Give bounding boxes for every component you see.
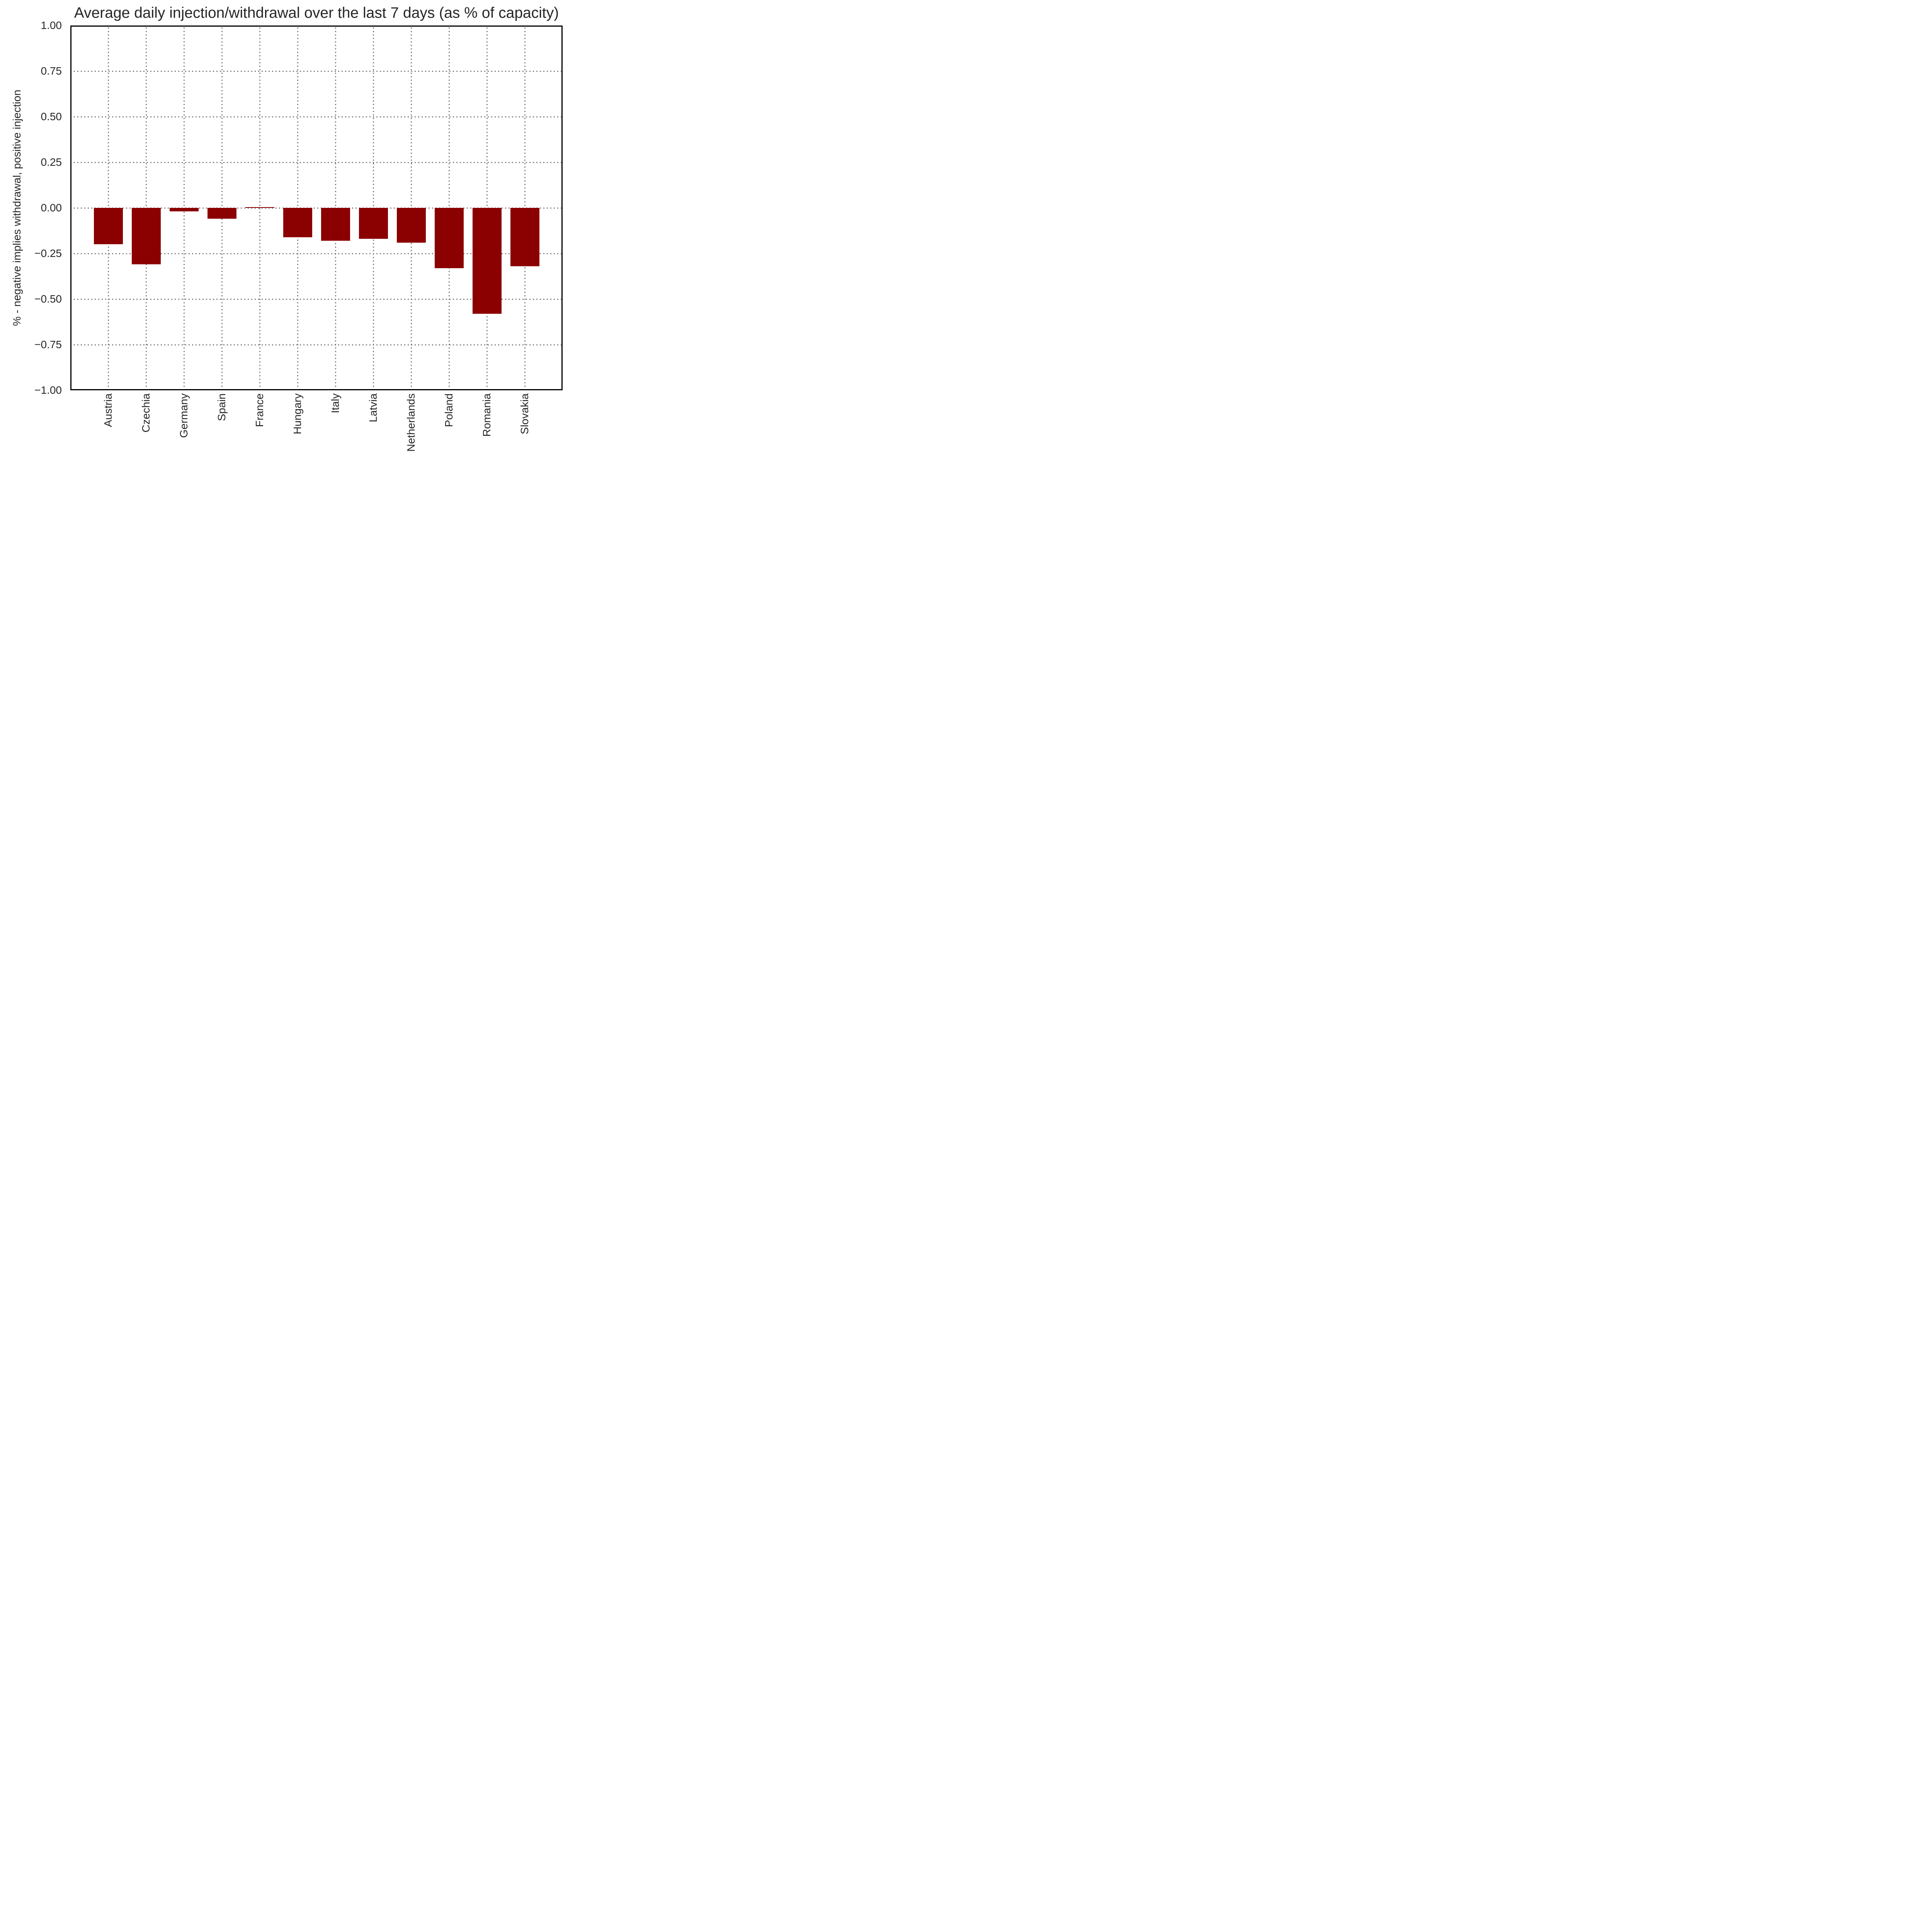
x-tick-label-spain: Spain: [216, 393, 228, 423]
y-tick-label: 1.00: [41, 19, 62, 31]
x-tick-label-text: Hungary: [291, 393, 303, 434]
x-tick-label-romania: Romania: [481, 393, 493, 439]
h-gridline-−0.75: [70, 344, 563, 345]
h-gridline-0.75: [70, 70, 563, 72]
x-tick-label-czechia: Czechia: [140, 393, 152, 434]
y-tick-label: −0.25: [34, 247, 62, 259]
h-gridline-0.25: [70, 162, 563, 163]
y-tick-label: 0.50: [41, 111, 62, 122]
x-tick-label-slovakia: Slovakia: [519, 393, 531, 436]
x-tick-label-text: Slovakia: [519, 393, 531, 434]
v-gridline-france: [259, 26, 260, 390]
y-tick-label: 0.25: [41, 156, 62, 168]
x-tick-label-latvia: Latvia: [367, 393, 379, 424]
h-gridline-0.50: [70, 116, 563, 117]
x-tick-label-text: Poland: [443, 393, 455, 427]
x-tick-label-text: Austria: [102, 393, 114, 427]
bar-romania: [472, 208, 502, 314]
x-tick-label-austria: Austria: [102, 393, 114, 429]
bar-germany: [169, 208, 199, 212]
bar-france: [245, 207, 274, 208]
x-tick-label-hungary: Hungary: [291, 393, 304, 436]
y-tick-label: −0.75: [34, 339, 62, 350]
bar-latvia: [359, 208, 388, 239]
x-tick-label-text: Germany: [178, 393, 190, 438]
bar-hungary: [283, 208, 312, 237]
chart-figure: Average daily injection/withdrawal over …: [0, 0, 579, 478]
h-gridline-−0.50: [70, 298, 563, 300]
h-gridline-−0.25: [70, 253, 563, 254]
y-tick-label: −1.00: [34, 384, 62, 396]
x-tick-label-text: Romania: [481, 393, 493, 437]
bar-netherlands: [396, 208, 426, 243]
x-tick-label-germany: Germany: [178, 393, 190, 440]
bar-czechia: [131, 208, 161, 265]
x-tick-label-france: France: [253, 393, 266, 429]
x-tick-label-text: Czechia: [140, 393, 152, 433]
x-tick-label-text: Netherlands: [405, 393, 417, 452]
x-tick-label-text: Latvia: [367, 393, 379, 422]
x-tick-label-text: Spain: [216, 393, 228, 421]
x-tick-label-italy: Italy: [329, 393, 342, 415]
x-tick-label-text: France: [253, 393, 265, 427]
bar-poland: [434, 208, 464, 268]
bar-austria: [94, 208, 123, 245]
chart-title: Average daily injection/withdrawal over …: [74, 5, 559, 21]
x-tick-label-netherlands: Netherlands: [405, 393, 417, 454]
x-tick-label-text: Italy: [329, 393, 341, 413]
y-tick-label: 0.00: [41, 202, 62, 214]
h-gridline-0.00: [70, 207, 563, 209]
bar-slovakia: [510, 208, 539, 267]
bar-italy: [321, 208, 350, 241]
bar-spain: [207, 208, 236, 219]
y-tick-label: 0.75: [41, 65, 62, 77]
x-tick-label-poland: Poland: [443, 393, 455, 429]
y-tick-label: −0.50: [34, 293, 62, 305]
